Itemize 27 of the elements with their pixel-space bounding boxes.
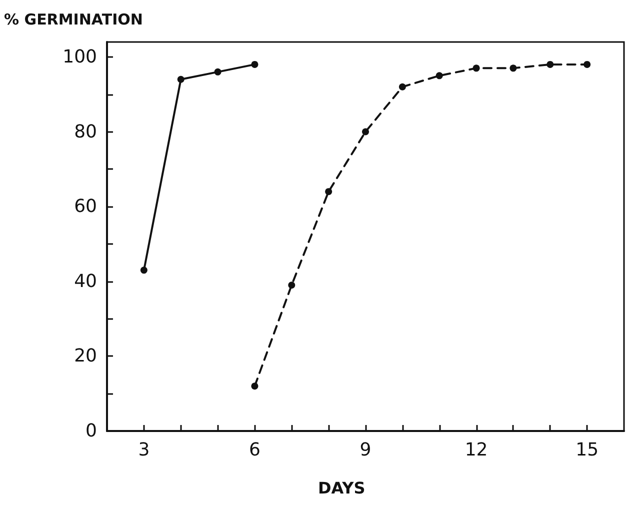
point [214, 68, 222, 76]
point [436, 72, 443, 80]
y-tick-label: 0 [86, 420, 97, 442]
point [584, 60, 591, 68]
point [140, 266, 148, 274]
point [251, 382, 258, 390]
point [288, 282, 296, 289]
x-tick-label: 15 [576, 440, 599, 460]
point [510, 64, 517, 72]
point [546, 60, 554, 68]
y-tick-label: 80 [74, 121, 97, 142]
x-tick-label: 6 [248, 440, 260, 460]
y-tick-label: 60 [74, 196, 97, 218]
point [325, 188, 332, 196]
y-tick-label: 100 [62, 46, 97, 68]
x-tick-label: 3 [138, 440, 150, 460]
point [362, 128, 369, 136]
x-tick-label: 12 [464, 440, 488, 460]
point [398, 83, 406, 90]
y-tick-label: 20 [74, 346, 97, 367]
point [177, 76, 184, 83]
x-axis-title: DAYS [318, 478, 366, 498]
y-axis-title: % GERMINATION [4, 10, 143, 28]
x-tick-label: 9 [360, 440, 372, 460]
y-tick-label: 40 [74, 270, 97, 292]
point [251, 60, 258, 68]
point [472, 64, 480, 72]
